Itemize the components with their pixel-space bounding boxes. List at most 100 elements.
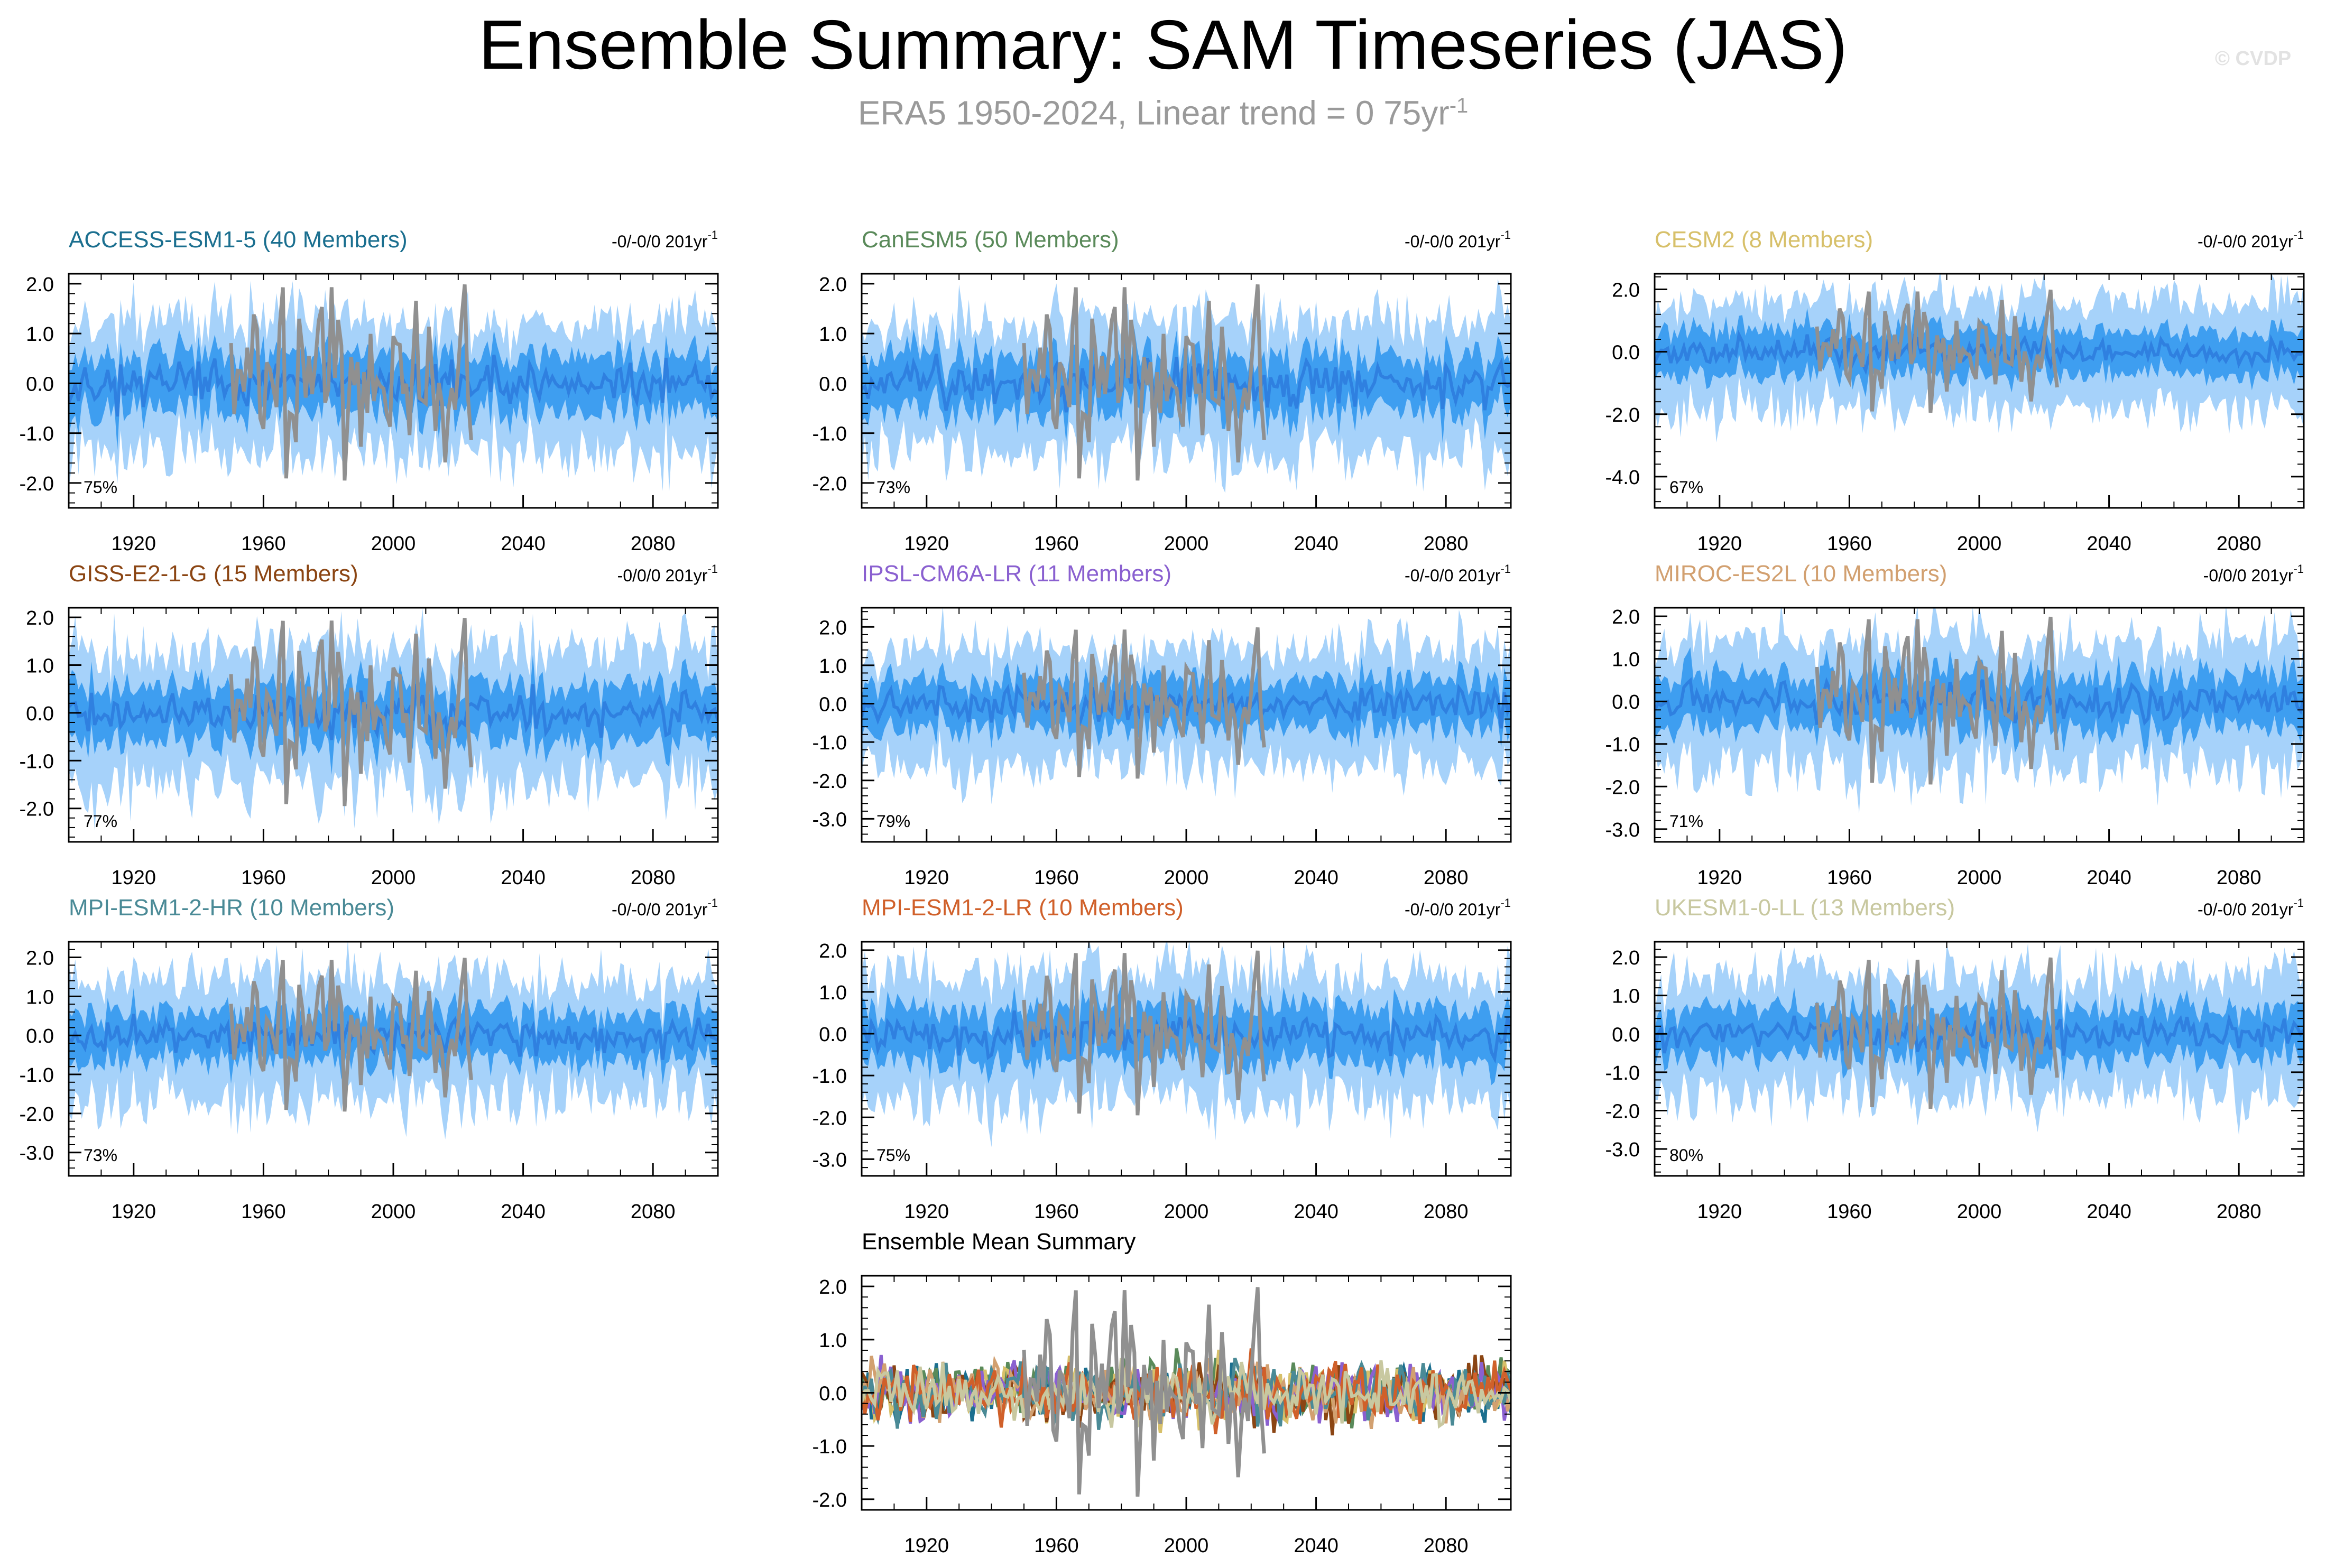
x-tick-label: 1920 <box>112 867 156 889</box>
y-tick-label: 0.0 <box>1612 342 1640 364</box>
x-tick-label: 2000 <box>1164 533 1209 555</box>
x-tick-label: 2080 <box>2217 533 2262 555</box>
trend-label: -0/-0/0 201yr-1 <box>1405 896 1511 919</box>
x-tick-label: 1920 <box>1697 1201 1742 1223</box>
panel-8: 2.0 1.0 0.0 -1.0 -2.0 -3.0 1920 1960 2000 2040 208… <box>813 895 1512 1223</box>
x-tick-label: 2040 <box>501 1201 546 1223</box>
observed-series-line <box>229 284 473 481</box>
trend-label: -0/0/0 201yr-1 <box>617 562 718 585</box>
x-tick-label: 2000 <box>1957 1201 2002 1223</box>
y-tick-label: 2.0 <box>1612 280 1640 302</box>
panel-title: CanESM5 (50 Members) <box>862 227 1119 253</box>
trend-text: -0/-0/0 201yr <box>612 900 708 919</box>
y-tick-label: -3.0 <box>813 809 847 831</box>
x-tick-label: 2080 <box>2217 867 2262 889</box>
ensemble-mean-line <box>862 683 1511 729</box>
panel-title: CESM2 (8 Members) <box>1655 227 1873 253</box>
trend-text: -0/-0/0 201yr <box>612 232 708 251</box>
x-tick-label: 1960 <box>241 533 286 555</box>
y-tick-label: 0.0 <box>819 373 847 395</box>
y-tick-label: 0.0 <box>1612 1024 1640 1046</box>
panel-title: MIROC-ES2L (10 Members) <box>1655 561 1947 587</box>
plot-area <box>1655 274 2304 443</box>
x-tick-label: 2000 <box>1957 533 2002 555</box>
subtitle-superscript: -1 <box>1449 94 1469 117</box>
percent-label: 73% <box>876 478 910 497</box>
trend-superscript: -1 <box>2293 228 2304 242</box>
plot-area <box>1655 943 2304 1136</box>
y-tick-label: -1.0 <box>813 1065 847 1088</box>
y-tick-label: 1.0 <box>26 655 54 677</box>
y-tick-label: 1.0 <box>26 323 54 346</box>
x-tick-label: 1960 <box>1827 1201 1872 1223</box>
trend-superscript: -1 <box>1500 228 1511 242</box>
panel-2: 2.0 1.0 0.0 -1.0 -2.0 1920 1960 2000 2040 2080 Can… <box>813 227 1512 555</box>
plot-area <box>862 942 1511 1147</box>
y-tick-label: -2.0 <box>1605 404 1640 426</box>
trend-superscript: -1 <box>707 228 718 242</box>
trend-text: -0/-0/0 201yr <box>2198 232 2294 251</box>
y-tick-label: 2.0 <box>819 274 847 296</box>
trend-label: -0/-0/0 201yr-1 <box>1405 562 1511 585</box>
y-tick-label: -1.0 <box>20 423 54 446</box>
y-tick-label: -1.0 <box>813 423 847 446</box>
ensemble-mean-series-9 <box>862 1358 1511 1431</box>
x-tick-label: 1920 <box>904 1201 949 1223</box>
x-tick-label: 2080 <box>631 867 676 889</box>
panel-1: 2.0 1.0 0.0 -1.0 -2.0 1920 1960 2000 2040 2080 ACC… <box>20 227 719 555</box>
y-tick-label: -1.0 <box>20 1064 54 1087</box>
trend-label: -0/-0/0 201yr-1 <box>2198 896 2304 919</box>
y-tick-label: 2.0 <box>26 948 54 970</box>
trend-label: -0/-0/0 201yr-1 <box>612 896 718 919</box>
x-tick-label: 1960 <box>1034 533 1079 555</box>
y-tick-label: -2.0 <box>813 473 847 495</box>
y-tick-label: 1.0 <box>819 655 847 678</box>
y-tick-label: 1.0 <box>819 1330 847 1352</box>
x-tick-label: 2000 <box>371 1201 416 1223</box>
ensemble-mean-line <box>69 355 718 417</box>
panel-title: UKESM1-0-LL (13 Members) <box>1655 895 1955 921</box>
y-tick-label: 2.0 <box>1612 606 1640 628</box>
x-tick-label: 2000 <box>1164 1535 1209 1557</box>
y-tick-label: -2.0 <box>1605 776 1640 799</box>
y-tick-label: -4.0 <box>1605 467 1640 489</box>
x-tick-label: 2040 <box>1294 867 1339 889</box>
y-tick-label: -3.0 <box>20 1143 54 1165</box>
y-tick-label: -3.0 <box>1605 1139 1640 1161</box>
y-tick-label: 1.0 <box>819 982 847 1004</box>
y-tick-label: 1.0 <box>819 323 847 346</box>
y-tick-label: 0.0 <box>819 694 847 716</box>
panel-title: MPI-ESM1-2-HR (10 Members) <box>69 895 394 921</box>
y-tick-label: 0.0 <box>819 1024 847 1046</box>
percent-label: 67% <box>1669 478 1703 497</box>
x-tick-label: 2080 <box>631 533 676 555</box>
x-tick-label: 1960 <box>1827 867 1872 889</box>
panel-title: Ensemble Mean Summary <box>862 1229 1136 1255</box>
y-tick-label: 2.0 <box>1612 947 1640 969</box>
trend-label: -0/-0/0 201yr-1 <box>1405 228 1511 251</box>
x-tick-label: 1960 <box>1034 1201 1079 1223</box>
trend-text: -0/0/0 201yr <box>617 566 708 585</box>
percent-label: 77% <box>84 812 117 831</box>
trend-superscript: -1 <box>707 896 718 910</box>
plot-area <box>69 942 718 1139</box>
y-tick-label: -1.0 <box>1605 1062 1640 1084</box>
y-tick-label: -2.0 <box>20 1103 54 1126</box>
y-tick-label: 0.0 <box>819 1383 847 1405</box>
percent-label: 79% <box>876 812 910 831</box>
trend-superscript: -1 <box>2293 562 2304 576</box>
observed-series-line <box>1022 1287 1266 1497</box>
trend-label: -0/0/0 201yr-1 <box>2203 562 2304 585</box>
x-tick-label: 2040 <box>2087 1201 2131 1223</box>
y-tick-label: -2.0 <box>1605 1101 1640 1123</box>
x-tick-label: 1960 <box>1034 1535 1079 1557</box>
plot-area <box>1655 608 2304 814</box>
x-tick-label: 2040 <box>2087 867 2131 889</box>
x-tick-label: 1960 <box>241 1201 286 1223</box>
panel-4: 2.0 1.0 0.0 -1.0 -2.0 1920 1960 2000 2040 2080 GIS… <box>20 561 719 889</box>
y-tick-label: 0.0 <box>26 1025 54 1047</box>
trend-text: -0/-0/0 201yr <box>1405 232 1501 251</box>
x-tick-label: 1920 <box>1697 533 1742 555</box>
x-tick-label: 2080 <box>1424 1201 1469 1223</box>
